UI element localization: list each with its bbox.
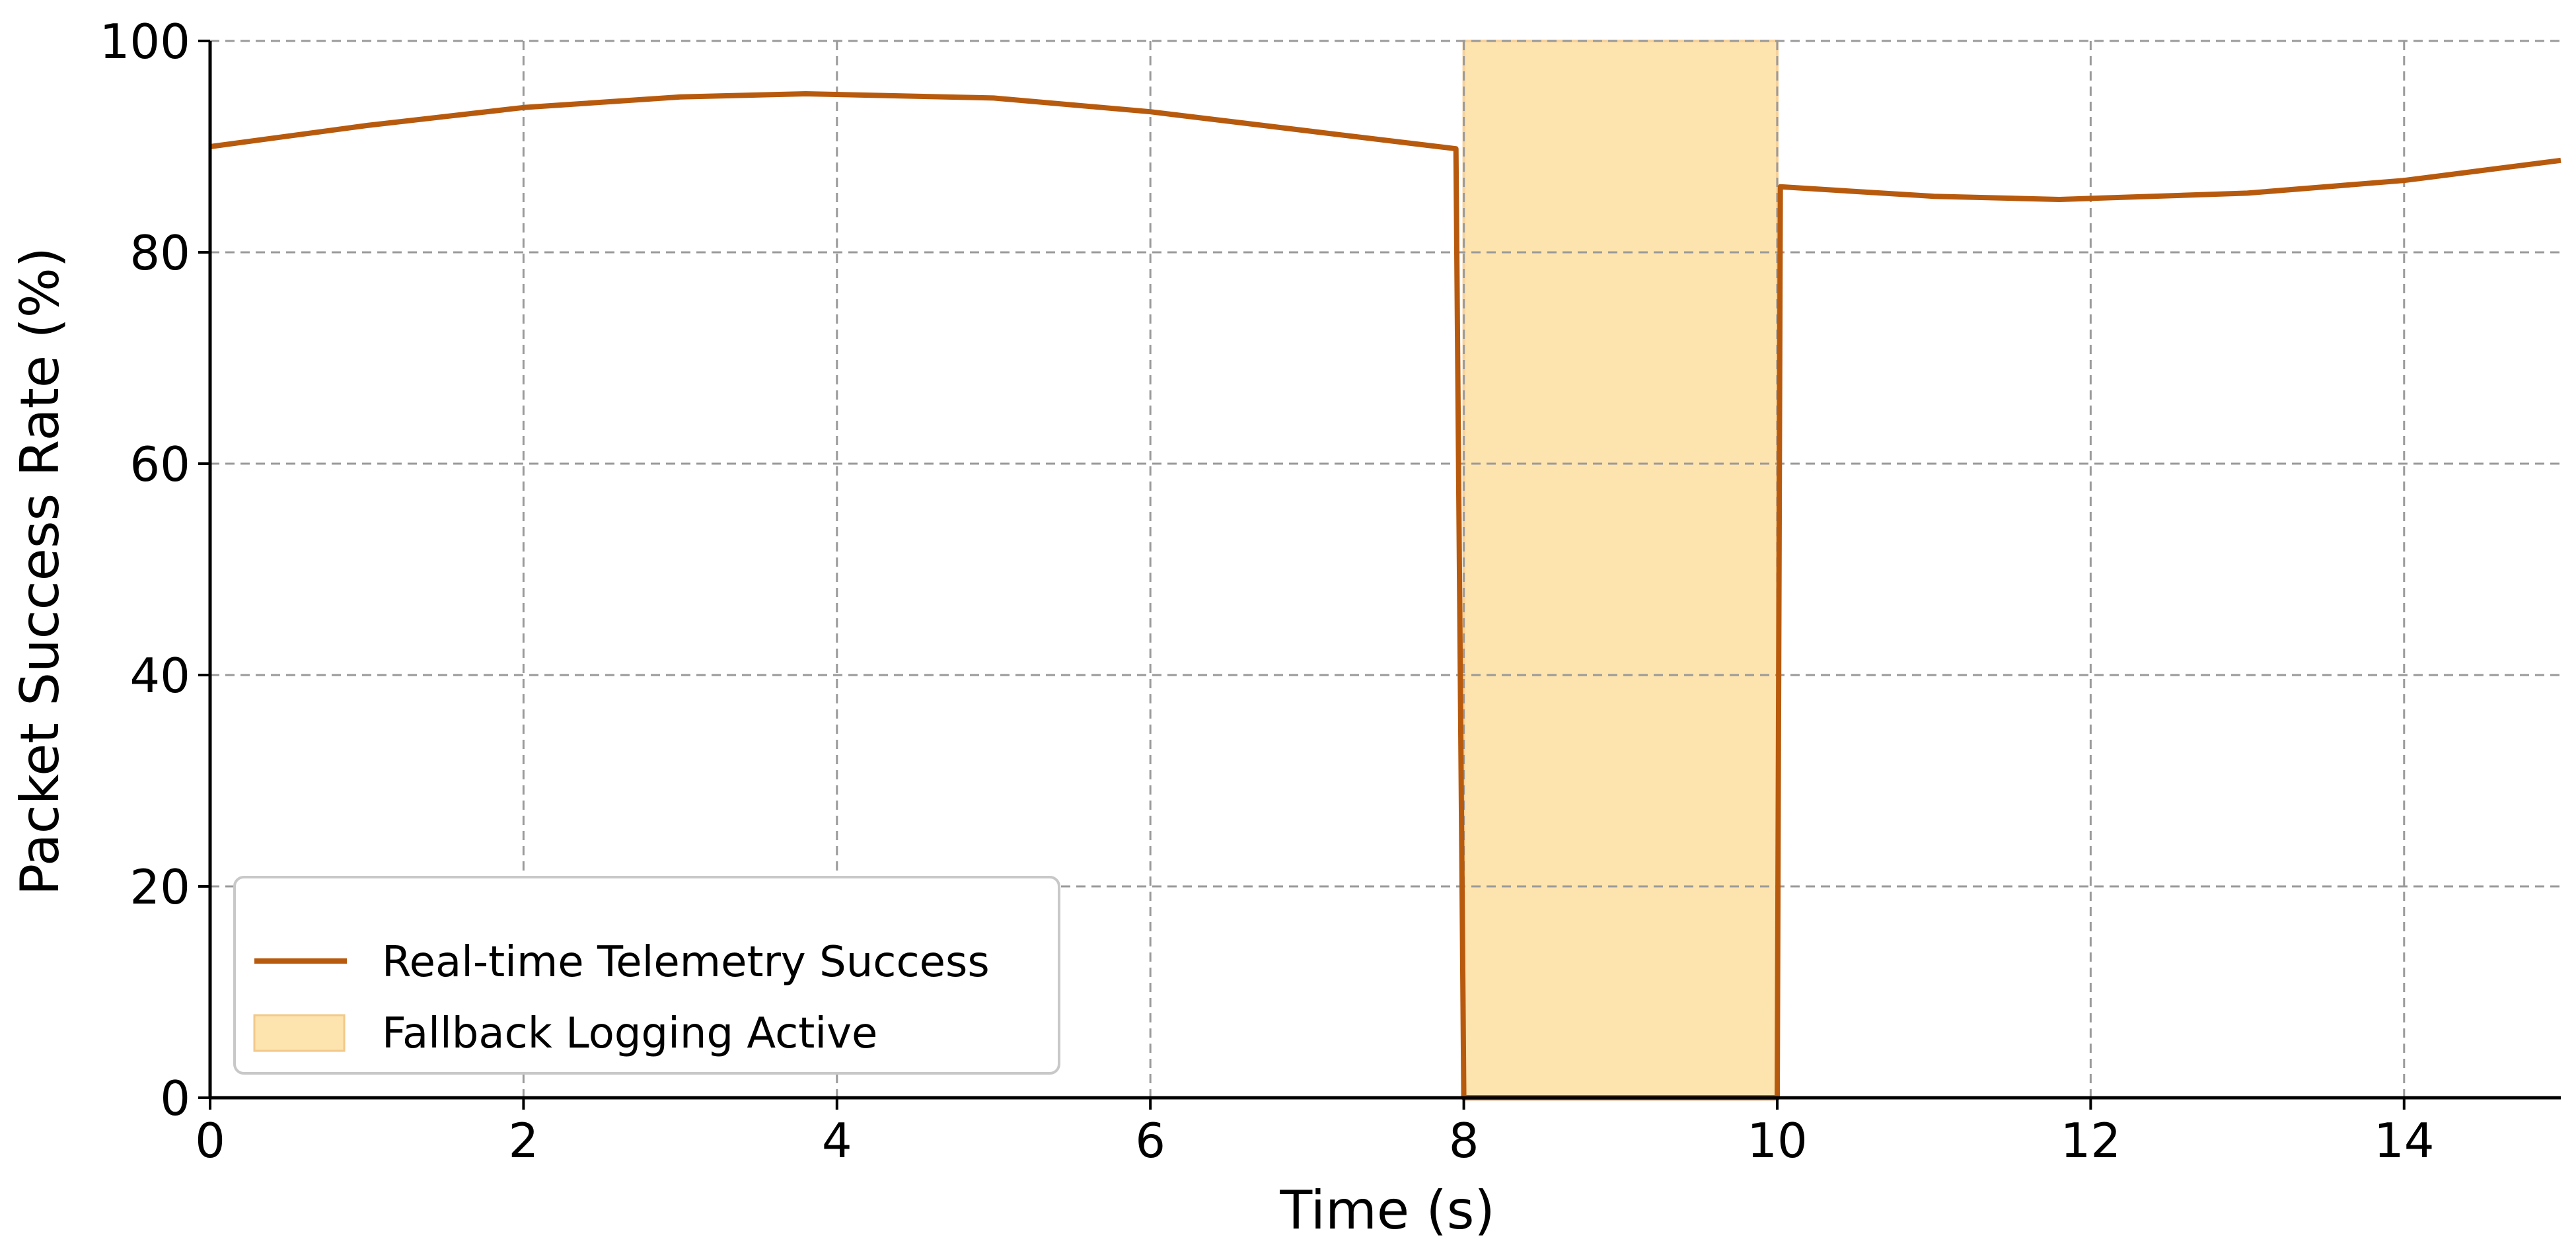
ticks: 0 2 4 6 8 10 12 14 0 20 40 60 80 100 xyxy=(100,14,2435,1168)
y-tick-label-2: 40 xyxy=(129,648,190,703)
legend-patch-swatch xyxy=(253,1014,346,1052)
y-tick-label-1: 20 xyxy=(129,859,190,915)
shaded-regions xyxy=(1462,40,1779,1099)
series-line-0 xyxy=(209,91,2561,1100)
series xyxy=(209,91,2561,1100)
legend-label-fallback: Fallback Logging Active xyxy=(382,1009,877,1058)
legend: Real-time Telemetry Success Fallback Log… xyxy=(233,876,1060,1075)
y-tick-label-3: 60 xyxy=(129,437,190,492)
shaded-region-0 xyxy=(1462,40,1779,1099)
x-tick-label-5: 10 xyxy=(1747,1113,1808,1168)
x-tick-label-7: 14 xyxy=(2374,1113,2435,1168)
x-tick-label-0: 0 xyxy=(195,1113,225,1168)
axes xyxy=(208,41,2561,1100)
y-tick-label-5: 100 xyxy=(100,14,190,69)
x-tick-label-6: 12 xyxy=(2061,1113,2121,1168)
x-tick-label-1: 2 xyxy=(508,1113,538,1168)
y-tick-label-4: 80 xyxy=(129,225,190,281)
y-tick-label-0: 0 xyxy=(160,1071,190,1126)
grid xyxy=(210,40,2561,1098)
x-tick-label-2: 4 xyxy=(822,1113,852,1168)
x-axis-title: Time (s) xyxy=(1279,1180,1494,1241)
legend-frame xyxy=(233,876,1060,1075)
x-tick-label-4: 8 xyxy=(1449,1113,1479,1168)
x-tick-label-3: 6 xyxy=(1135,1113,1165,1168)
y-axis-title: Packet Success Rate (%) xyxy=(9,247,71,896)
legend-label-telemetry: Real-time Telemetry Success xyxy=(382,938,990,987)
